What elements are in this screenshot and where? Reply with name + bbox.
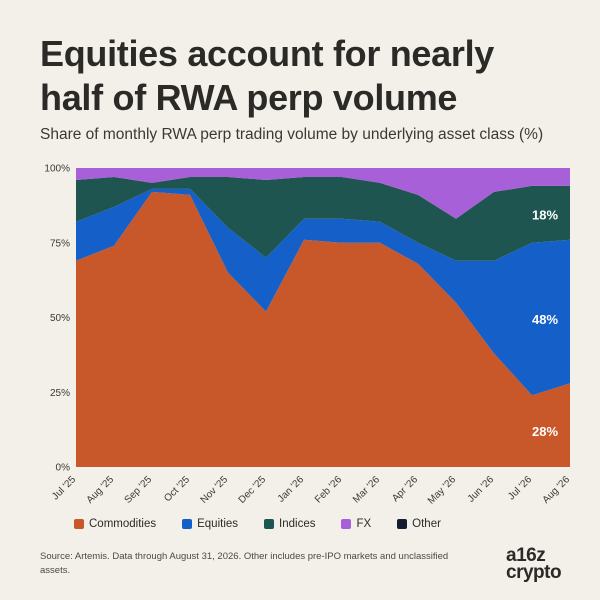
x-tick-label: May '26 [426, 474, 459, 507]
source-note: Source: Artemis. Data through August 31,… [40, 551, 449, 576]
y-tick-label: 75% [50, 238, 70, 249]
x-tick-label: Nov '25 [199, 474, 231, 506]
data-label-indices: 18% [532, 207, 558, 222]
x-tick-label: Aug '25 [85, 474, 117, 506]
logo-line-2: crypto [506, 562, 562, 583]
legend-item-indices: Indices [264, 518, 315, 530]
x-tick-label: Aug '26 [541, 474, 573, 506]
legend-label: Indices [279, 518, 316, 530]
area-commodities [76, 191, 570, 467]
x-tick-label: Dec '25 [237, 474, 269, 506]
x-tick-label: Sep '25 [123, 474, 155, 506]
legend-swatch [264, 519, 275, 529]
y-tick-label: 25% [50, 388, 70, 399]
x-tick-label: Apr '26 [390, 474, 420, 504]
area-fx [76, 168, 570, 219]
x-tick-label: Jun '26 [466, 474, 497, 505]
x-tick-label: Jan '26 [276, 474, 307, 505]
x-tick-label: Oct '25 [162, 474, 192, 504]
legend-swatch [182, 519, 193, 529]
chart-title-line-1: Equities account for nearly [40, 33, 495, 74]
y-tick-label: 100% [44, 164, 70, 175]
legend-label: Commodities [89, 518, 157, 530]
logo-line-1: a16z [506, 545, 546, 566]
x-tick-label: Jul '25 [50, 474, 78, 502]
legend-item-other: Other [397, 518, 441, 530]
x-tick-label: Jul '26 [506, 474, 534, 502]
legend-swatch [341, 519, 352, 529]
legend-label: Other [412, 518, 441, 530]
legend-label: FX [356, 518, 372, 530]
y-tick-label: 50% [50, 313, 70, 324]
y-tick-label: 0% [56, 463, 71, 474]
legend-swatch [74, 519, 84, 529]
legend-swatch [397, 519, 408, 529]
chart-title-line-2: half of RWA perp volume [40, 77, 458, 118]
chart-subtitle: Share of monthly RWA perp trading volume… [40, 126, 544, 143]
legend-item-commodities: Commodities [74, 518, 156, 530]
area-equities [76, 188, 570, 396]
x-tick-label: Mar '26 [351, 474, 382, 505]
legend-item-fx: FX [341, 518, 371, 530]
chart-legend: Commodities Equities Indices FX Other [74, 518, 467, 530]
data-label-equities: 48% [532, 312, 558, 327]
data-label-commodities: 28% [532, 424, 558, 439]
x-tick-label: Feb '26 [313, 474, 344, 505]
legend-label: Equities [197, 518, 239, 530]
legend-item-equities: Equities [182, 518, 238, 530]
chart-title: Equities account for nearly half of RWA … [40, 32, 560, 120]
a16z-crypto-logo: a16z crypto [506, 545, 576, 583]
area-indices [76, 177, 570, 261]
